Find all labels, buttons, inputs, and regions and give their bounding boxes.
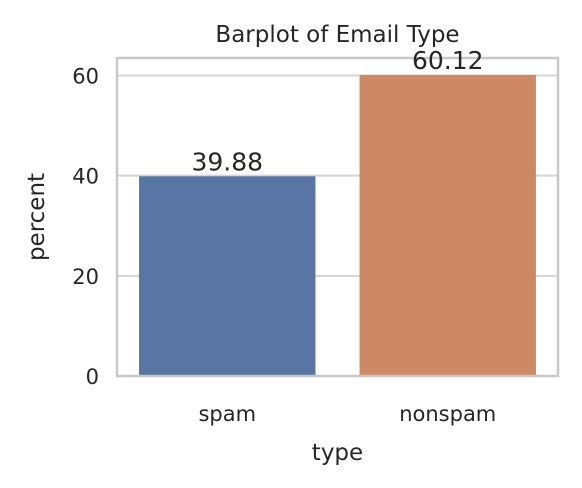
bars — [139, 74, 536, 377]
chart-title: Barplot of Email Type — [215, 22, 459, 48]
x-tick-label-nonspam: nonspam — [399, 402, 496, 426]
y-axis-label: percent — [24, 173, 50, 261]
y-tick-label: 0 — [86, 365, 99, 389]
data-label-spam: 39.88 — [191, 147, 263, 176]
y-tick-label: 40 — [72, 165, 99, 189]
data-labels: 39.88 60.12 — [191, 46, 483, 176]
plot-frame — [115, 56, 560, 378]
x-axis-label: type — [312, 440, 363, 466]
x-tick-label-spam: spam — [198, 402, 256, 426]
bar-nonspam — [359, 74, 536, 377]
x-tick-labels: spam nonspam — [198, 402, 496, 426]
bar-spam — [139, 176, 316, 376]
y-tick-label: 20 — [72, 265, 99, 289]
y-tick-label: 60 — [72, 65, 99, 89]
data-label-nonspam: 60.12 — [412, 46, 484, 75]
y-tick-labels: 0 20 40 60 — [72, 65, 99, 389]
